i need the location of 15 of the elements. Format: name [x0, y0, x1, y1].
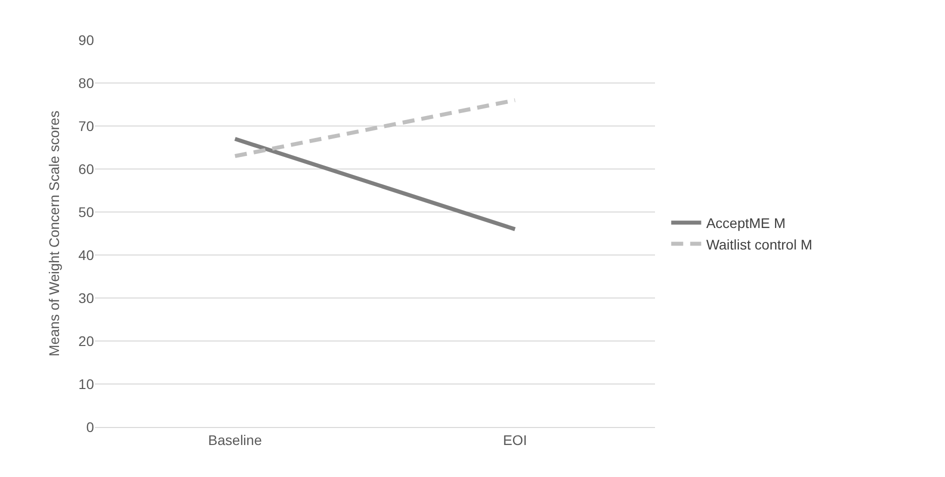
y-axis-title: Means of Weight Concern Scale scores [46, 110, 62, 356]
x-tick-label: EOI [502, 432, 528, 448]
x-tick-label: Baseline [208, 432, 262, 448]
y-tick-label: 70 [78, 118, 94, 134]
y-tick-label: 20 [78, 332, 94, 349]
y-tick-label: 50 [78, 204, 94, 220]
y-tick-label: 90 [78, 32, 94, 48]
legend-label: Waitlist control M [706, 236, 812, 252]
y-tick-label: 40 [78, 246, 94, 263]
y-tick-label: 10 [78, 376, 94, 392]
y-tick-label: 80 [78, 74, 94, 91]
y-tick-label: 60 [78, 160, 94, 177]
legend-label: AcceptME M [706, 215, 786, 232]
y-tick-label: 30 [78, 290, 94, 306]
y-tick-label: 0 [86, 418, 94, 435]
